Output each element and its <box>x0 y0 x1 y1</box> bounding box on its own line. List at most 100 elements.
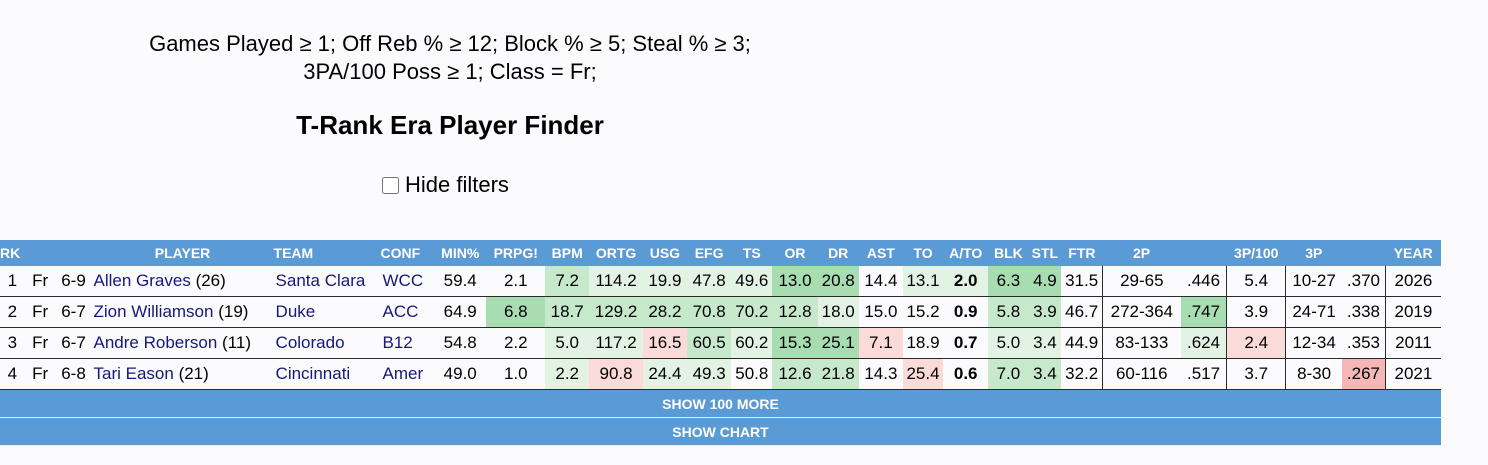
games-count: (21) <box>178 364 209 383</box>
table-row[interactable]: 2 Fr 6-7 Zion Williamson (19) Duke ACC 64.9 6.8… <box>0 296 1441 328</box>
column-header-15[interactable]: AST <box>858 240 903 266</box>
player-link[interactable]: Zion Williamson <box>93 302 214 321</box>
cls-cell: Fr <box>24 358 56 390</box>
twop-cell: 29-65 <box>1102 266 1181 297</box>
or-cell: 15.3 <box>772 327 818 359</box>
blk-cell: 5.0 <box>988 327 1029 359</box>
conf-cell: ACC <box>380 296 434 328</box>
ftr-cell: 31.5 <box>1061 266 1103 297</box>
team-link[interactable]: Santa Clara <box>275 271 366 290</box>
column-header-4[interactable]: TEAM <box>273 240 381 266</box>
team-link[interactable]: Duke <box>275 302 316 321</box>
column-header-2 <box>55 240 92 266</box>
table-row[interactable]: 1 Fr 6-9 Allen Graves (26) Santa Clara WCC 59.… <box>0 266 1441 297</box>
column-header-5[interactable]: CONF <box>380 240 434 266</box>
stl-cell: 3.9 <box>1028 296 1062 328</box>
min-cell: 49.0 <box>434 358 487 390</box>
year-cell: 2026 <box>1385 266 1441 297</box>
column-header-18[interactable]: BLK <box>988 240 1029 266</box>
player-link[interactable]: Tari Eason <box>93 364 174 383</box>
min-cell: 64.9 <box>434 296 487 328</box>
column-header-9[interactable]: ORTG <box>589 240 643 266</box>
column-header-7[interactable]: PRPG! <box>486 240 546 266</box>
column-header-25 <box>1342 240 1386 266</box>
player-link[interactable]: Andre Roberson <box>93 333 218 352</box>
column-header-3[interactable]: PLAYER <box>91 240 274 266</box>
efg-cell: 60.5 <box>687 327 732 359</box>
player-cell: Allen Graves (26) <box>91 266 274 297</box>
or-cell: 13.0 <box>772 266 818 297</box>
conf-link[interactable]: ACC <box>382 302 419 321</box>
column-header-21[interactable]: 2P <box>1102 240 1181 266</box>
column-header-8[interactable]: BPM <box>545 240 590 266</box>
column-header-6[interactable]: MIN% <box>434 240 487 266</box>
blk-cell: 7.0 <box>988 358 1029 390</box>
prpg-cell: 2.1 <box>486 266 546 297</box>
threep-cell: 24-71 <box>1285 296 1343 328</box>
ht-cell: 6-7 <box>55 296 92 328</box>
show-more-button[interactable]: SHOW 100 MORE <box>0 389 1441 418</box>
column-header-13[interactable]: OR <box>772 240 818 266</box>
ftr-cell: 46.7 <box>1061 296 1103 328</box>
player-cell: Andre Roberson (11) <box>91 327 274 359</box>
conf-link[interactable]: WCC <box>382 271 424 290</box>
column-header-19[interactable]: STL <box>1028 240 1062 266</box>
player-cell: Zion Williamson (19) <box>91 296 274 328</box>
ortg-cell: 114.2 <box>589 266 643 297</box>
conf-link[interactable]: B12 <box>382 333 413 352</box>
table-header-row: RK PLAYER TEAM CONF MIN% PRPG! BPM ORTG USG EFG TS… <box>0 240 1441 266</box>
column-header-24[interactable]: 3P <box>1285 240 1343 266</box>
column-header-26[interactable]: YEAR <box>1385 240 1441 266</box>
column-header-10[interactable]: USG <box>642 240 687 266</box>
column-header-17[interactable]: A/TO <box>943 240 989 266</box>
ato-cell: 0.6 <box>943 358 989 390</box>
hide-filters-toggle[interactable]: Hide filters <box>382 172 509 198</box>
bpm-cell: 7.2 <box>545 266 590 297</box>
dr-cell: 18.0 <box>817 296 859 328</box>
ast-cell: 7.1 <box>858 327 903 359</box>
twopct-cell: .446 <box>1180 266 1228 297</box>
twop-cell: 60-116 <box>1102 358 1181 390</box>
player-table: RK PLAYER TEAM CONF MIN% PRPG! BPM ORTG USG EFG TS… <box>0 240 1441 446</box>
team-link[interactable]: Cincinnati <box>275 364 351 383</box>
twopct-cell: .624 <box>1180 327 1228 359</box>
ortg-cell: 129.2 <box>589 296 643 328</box>
show-chart-button[interactable]: SHOW CHART <box>0 417 1441 446</box>
to-cell: 15.2 <box>902 296 944 328</box>
ts-cell: 50.8 <box>731 358 773 390</box>
games-count: (11) <box>222 333 252 352</box>
threep-cell: 8-30 <box>1285 358 1343 390</box>
column-header-11[interactable]: EFG <box>687 240 732 266</box>
year-cell: 2019 <box>1385 296 1441 328</box>
filter-line-1: Games Played ≥ 1; Off Reb % ≥ 12; Block … <box>149 31 751 56</box>
twop-cell: 83-133 <box>1102 327 1181 359</box>
min-cell: 59.4 <box>434 266 487 297</box>
player-link[interactable]: Allen Graves <box>93 271 191 290</box>
team-link[interactable]: Colorado <box>275 333 345 352</box>
threep-cell: 12-34 <box>1285 327 1343 359</box>
stl-cell: 3.4 <box>1028 358 1062 390</box>
cls-cell: Fr <box>24 327 56 359</box>
column-header-20[interactable]: FTR <box>1061 240 1103 266</box>
player-cell: Tari Eason (21) <box>91 358 274 390</box>
conf-cell: Amer <box>380 358 434 390</box>
games-count: (26) <box>195 271 226 290</box>
column-header-23[interactable]: 3P/100 <box>1226 240 1286 266</box>
conf-link[interactable]: Amer <box>382 364 424 383</box>
usg-cell: 16.5 <box>642 327 687 359</box>
hide-filters-checkbox[interactable] <box>382 176 399 194</box>
blk-cell: 5.8 <box>988 296 1029 328</box>
blk-cell: 6.3 <box>988 266 1029 297</box>
table-row[interactable]: 3 Fr 6-7 Andre Roberson (11) Colorado B12 54.8… <box>0 327 1441 359</box>
tp100-cell: 5.4 <box>1226 266 1287 297</box>
efg-cell: 49.3 <box>687 358 732 390</box>
conf-cell: B12 <box>380 327 434 359</box>
column-header-12[interactable]: TS <box>731 240 773 266</box>
tp100-cell: 3.9 <box>1226 296 1287 328</box>
column-header-16[interactable]: TO <box>902 240 944 266</box>
column-header-0[interactable]: RK <box>0 240 25 266</box>
table-row[interactable]: 4 Fr 6-8 Tari Eason (21) Cincinnati Amer 49.0 1… <box>0 358 1441 390</box>
column-header-14[interactable]: DR <box>817 240 859 266</box>
prpg-cell: 2.2 <box>486 327 546 359</box>
bpm-cell: 18.7 <box>545 296 590 328</box>
